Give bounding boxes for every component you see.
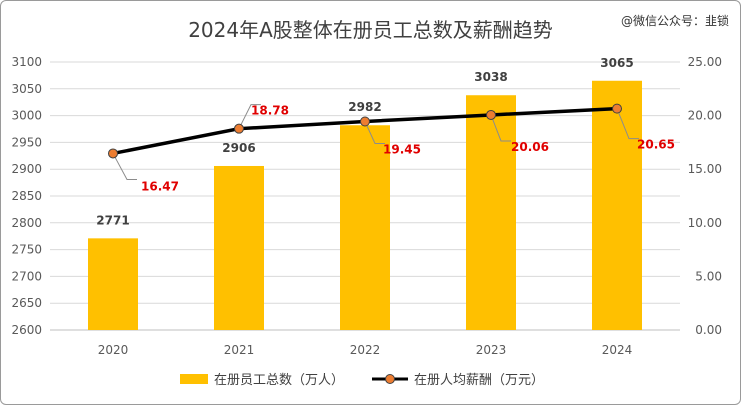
line-label-leader [364,121,385,144]
bar [592,80,642,330]
line-value-label: 19.45 [383,142,421,156]
y-left-tick-label: 2850 [11,189,42,203]
line-value-label: 20.65 [637,138,675,152]
bar-value-label: 3065 [600,56,633,70]
legend-bar-label: 在册员工总数（万人） [214,373,344,388]
line-marker [360,116,370,127]
line-marker [612,103,622,114]
bar-value-label: 2906 [222,141,255,155]
line-marker [234,123,244,134]
line-label-leader [238,104,261,129]
y-left-tick-label: 2800 [11,216,42,230]
y-right-tick-label: 0.00 [695,323,722,337]
line-label-leader [490,114,511,142]
bar [340,125,390,330]
y-right-tick-label: 10.00 [688,216,722,230]
bar-value-label: 3038 [474,70,507,84]
line-marker [108,148,118,159]
y-left-tick-label: 2750 [11,243,42,257]
y-left-tick-label: 2950 [11,135,42,149]
y-left-tick-label: 3050 [11,82,42,96]
x-tick-label: 2021 [224,343,255,357]
y-right-tick-label: 25.00 [688,55,722,69]
y-right-tick-label: 20.00 [688,109,722,123]
line-value-label: 16.47 [141,179,179,193]
bar [88,238,138,330]
x-tick-label: 2020 [98,343,129,357]
legend-line-label: 在册人均薪酬（万元） [414,373,544,388]
watermark: @微信公众号：韭锁 [620,14,729,28]
y-left-tick-label: 2600 [11,323,42,337]
bar [214,165,264,330]
x-tick-label: 2024 [602,343,633,357]
bar-value-label: 2982 [348,100,381,114]
y-right-tick-label: 15.00 [688,162,722,176]
y-left-tick-label: 3100 [11,55,42,69]
chart-title: 2024年A股整体在册员工总数及薪酬趋势 [188,18,553,42]
y-left-tick-label: 2900 [11,162,42,176]
y-right-tick-label: 5.00 [695,269,722,283]
line-label-leader [616,108,639,140]
y-left-tick-label: 3000 [11,109,42,123]
bar-value-label: 2771 [96,213,129,227]
x-tick-label: 2022 [350,343,381,357]
line-marker [486,109,496,120]
x-tick-label: 2023 [476,343,507,357]
y-left-tick-label: 2700 [11,269,42,283]
line-value-label: 20.06 [511,140,549,154]
bar [466,95,516,331]
legend-line-marker [385,374,395,384]
legend-bar-swatch [180,374,208,384]
line-label-leader [112,153,137,180]
y-left-tick-label: 2650 [11,296,42,310]
line-value-label: 18.78 [251,104,289,118]
